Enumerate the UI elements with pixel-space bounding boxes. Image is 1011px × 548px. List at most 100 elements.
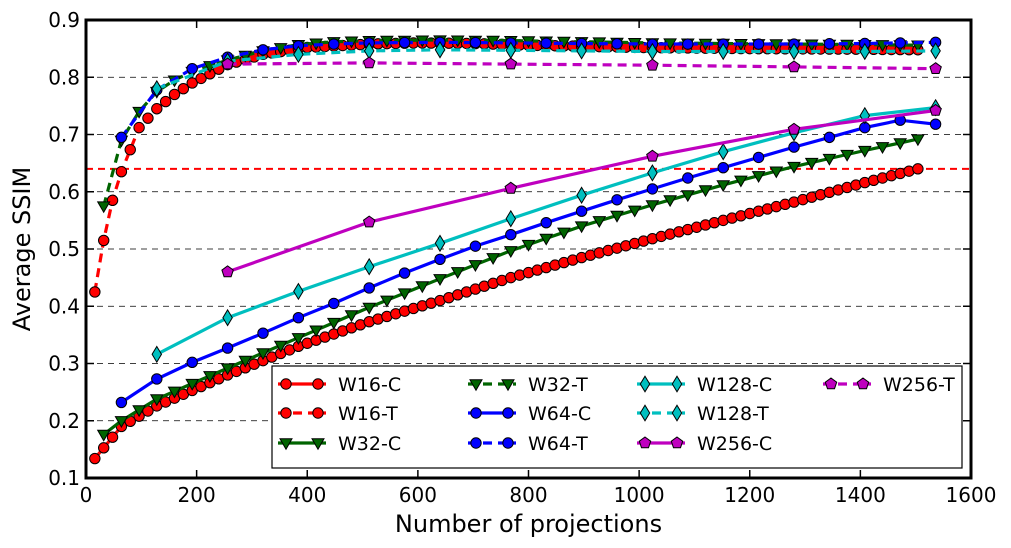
data-point [788, 42, 800, 61]
series-layer [89, 35, 942, 465]
y-tick-label: 0.8 [48, 65, 80, 89]
data-point [133, 121, 145, 134]
data-point [273, 340, 288, 353]
x-tick-label: 600 [399, 483, 437, 507]
data-point [344, 310, 359, 323]
data-point [398, 267, 411, 279]
data-point [540, 216, 552, 229]
data-point [291, 333, 306, 346]
data-point [328, 297, 340, 310]
x-tick-label: 0 [80, 483, 93, 507]
data-point [279, 438, 293, 451]
legend-item-w32-c: W32-C [278, 433, 401, 455]
data-point [89, 286, 101, 298]
data-point [574, 221, 589, 234]
data-point [717, 42, 729, 61]
data-point [151, 373, 163, 385]
data-point [98, 234, 110, 247]
legend: W16-C W16-T W32-C W32-T W64-C W64-T W128-C W128… [271, 365, 963, 469]
data-point [362, 302, 377, 315]
legend-item-w256-t: W256-T [823, 374, 955, 396]
data-point [159, 95, 172, 108]
data-point [468, 260, 483, 273]
legend-label: W256-C [697, 433, 772, 455]
series-line [120, 40, 936, 139]
data-point [575, 205, 588, 217]
data-point [469, 36, 482, 49]
data-point [222, 308, 233, 327]
data-point [486, 253, 500, 266]
data-point [539, 233, 554, 246]
data-point [149, 394, 164, 407]
data-point [151, 79, 163, 98]
data-point [929, 62, 942, 74]
data-point [929, 103, 942, 116]
data-point [220, 363, 235, 376]
data-point [151, 103, 163, 115]
data-point [822, 153, 837, 166]
data-point [257, 327, 269, 339]
data-point [415, 281, 430, 294]
series-line [120, 118, 936, 404]
data-point [505, 228, 517, 241]
data-point [363, 282, 375, 294]
y-tick-label: 0.3 [48, 352, 80, 376]
data-point [450, 267, 465, 280]
data-point [576, 42, 587, 60]
series-line [227, 61, 936, 71]
data-point [751, 171, 766, 184]
data-point [717, 142, 729, 161]
data-point [840, 149, 854, 162]
data-point [682, 172, 694, 184]
y-tick-label: 0.2 [48, 409, 80, 433]
series-w32-c [96, 134, 925, 442]
data-point [132, 405, 146, 418]
data-point [611, 38, 623, 50]
legend-label: W128-C [697, 374, 772, 396]
data-point [611, 194, 623, 206]
legend-label: W16-C [338, 374, 401, 396]
data-point [521, 239, 536, 252]
data-point [434, 234, 446, 253]
data-point [646, 149, 659, 162]
series-line [156, 106, 936, 356]
data-point [115, 396, 128, 409]
data-point [309, 325, 323, 338]
data-point [168, 88, 181, 101]
axis-ticks: 0 200 400 600 800 1000 1200 1400 1600 0.1 0.2 0.3 0.… [48, 8, 996, 507]
y-tick-label: 0.5 [48, 237, 80, 261]
data-point [671, 404, 683, 422]
data-point [875, 142, 890, 155]
data-point [824, 377, 838, 390]
series-line [227, 108, 936, 274]
data-point [326, 317, 341, 330]
data-point [293, 45, 304, 64]
data-point [397, 288, 412, 301]
data-point [257, 44, 269, 56]
x-tick-label: 1600 [946, 483, 997, 507]
data-point [823, 131, 836, 144]
series-w16-c [89, 163, 924, 465]
data-point [501, 379, 515, 392]
data-point [504, 57, 518, 70]
data-point [434, 253, 446, 266]
data-point [752, 151, 765, 164]
data-point [540, 37, 552, 49]
data-point [639, 375, 651, 393]
y-tick-label: 0.9 [48, 8, 80, 32]
data-point [96, 429, 111, 442]
x-tick-label: 800 [509, 483, 547, 507]
data-point [893, 138, 908, 151]
series-w16-t [89, 37, 924, 298]
data-point [115, 131, 128, 144]
data-point [292, 312, 305, 324]
data-point [823, 38, 836, 50]
data-point [716, 180, 731, 193]
data-point [363, 257, 375, 276]
data-point [647, 164, 658, 182]
data-point [238, 355, 253, 368]
data-point [380, 295, 394, 308]
x-tick-label: 1400 [835, 483, 886, 507]
series-line [156, 48, 936, 91]
